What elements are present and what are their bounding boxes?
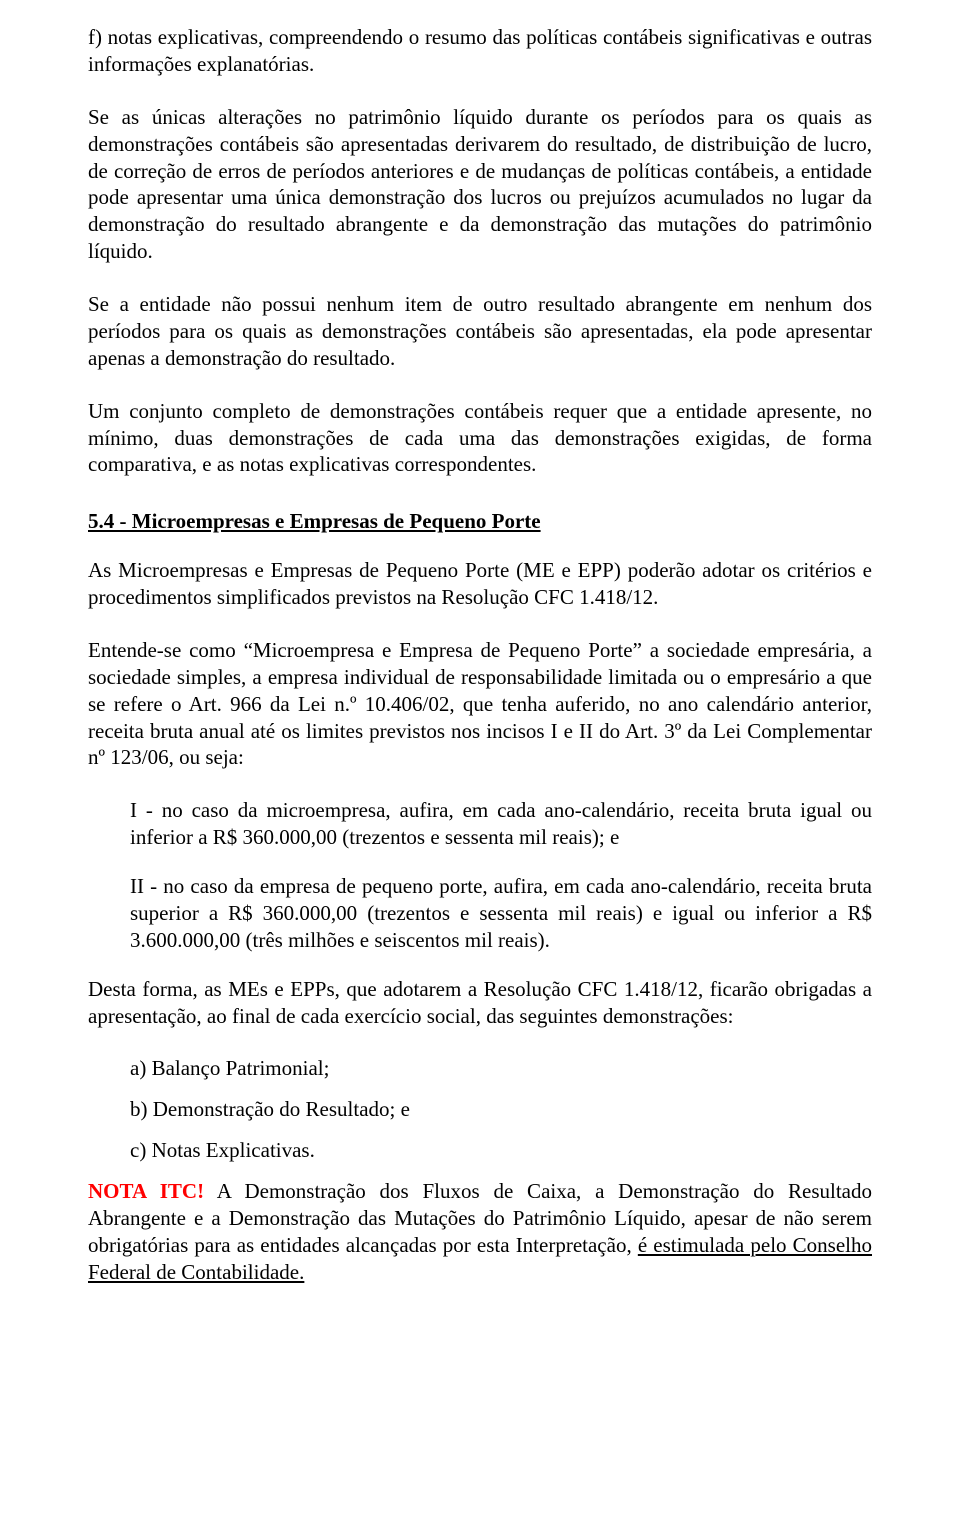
- item-b: b) Demonstração do Resultado; e: [130, 1096, 872, 1123]
- section-heading-5-4: 5.4 - Microempresas e Empresas de Pequen…: [88, 508, 872, 535]
- inciso-II: II - no caso da empresa de pequeno porte…: [130, 873, 872, 954]
- item-a: a) Balanço Patrimonial;: [130, 1055, 872, 1082]
- paragraph-5: Entende-se como “Microempresa e Empresa …: [88, 637, 872, 771]
- nota-itc-paragraph: NOTA ITC! A Demonstração dos Fluxos de C…: [88, 1178, 872, 1286]
- inciso-I: I - no caso da microempresa, aufira, em …: [130, 797, 872, 851]
- paragraph-4: As Microempresas e Empresas de Pequeno P…: [88, 557, 872, 611]
- paragraph-6: Desta forma, as MEs e EPPs, que adotarem…: [88, 976, 872, 1030]
- incisos-list: I - no caso da microempresa, aufira, em …: [130, 797, 872, 953]
- demonstracoes-list: a) Balanço Patrimonial; b) Demonstração …: [130, 1055, 872, 1164]
- nota-itc-label: NOTA ITC!: [88, 1179, 204, 1203]
- item-c: c) Notas Explicativas.: [130, 1137, 872, 1164]
- paragraph-3: Um conjunto completo de demonstrações co…: [88, 398, 872, 479]
- paragraph-2: Se a entidade não possui nenhum item de …: [88, 291, 872, 372]
- paragraph-1: Se as únicas alterações no patrimônio lí…: [88, 104, 872, 265]
- item-f: f) notas explicativas, compreendendo o r…: [88, 24, 872, 78]
